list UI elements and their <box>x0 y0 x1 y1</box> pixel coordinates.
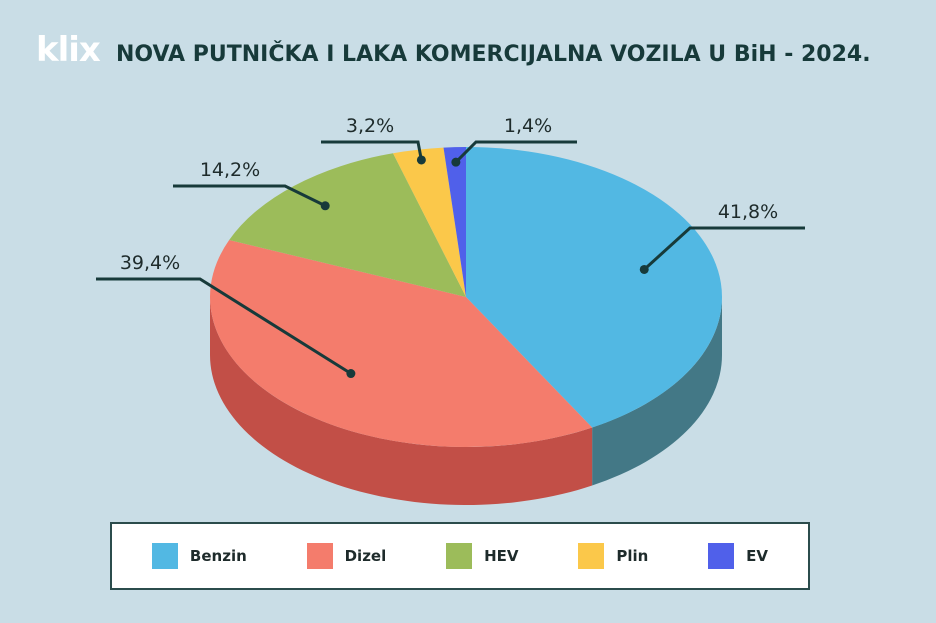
chart-title: NOVA PUTNIČKA I LAKA KOMERCIJALNA VOZILA… <box>116 42 871 67</box>
pie-side-dizel <box>210 297 593 505</box>
legend-item-ev: EV <box>708 543 768 569</box>
pie-slice-dizel <box>210 240 593 447</box>
legend-item-dizel: Dizel <box>306 543 387 569</box>
data-label-benzin: 41,8% <box>718 201 778 223</box>
leader-line-dizel <box>96 277 352 375</box>
chart-legend: Benzin Dizel HEV Plin EV <box>110 522 810 590</box>
leader-dot-hev <box>320 201 330 211</box>
leader-line-hev <box>173 184 326 208</box>
leader-line-ev <box>454 140 577 164</box>
leader-line-benzin <box>643 226 805 271</box>
leader-dot-benzin <box>639 264 649 274</box>
pie-slice-plin <box>393 147 466 297</box>
klix-logo: klix <box>36 30 101 70</box>
pie-side-benzin <box>592 297 722 486</box>
legend-label-ev: EV <box>746 547 769 565</box>
data-label-ev: 1,4% <box>504 115 552 137</box>
leader-line-plin <box>321 140 423 161</box>
legend-swatch-benzin <box>151 543 178 569</box>
legend-label-dizel: Dizel <box>344 547 387 565</box>
leader-dot-dizel <box>346 369 356 379</box>
legend-label-plin: Plin <box>616 547 649 565</box>
pie-chart: 41,8% 39,4% 14,2% 3,2% 1,4% <box>96 115 805 505</box>
legend-swatch-ev <box>708 543 735 569</box>
pie-slice-benzin <box>466 147 722 428</box>
legend-item-plin: Plin <box>578 543 648 569</box>
data-label-plin: 3,2% <box>346 115 394 137</box>
data-label-hev: 14,2% <box>200 159 260 181</box>
pie-slice-ev <box>443 147 466 297</box>
legend-label-hev: HEV <box>484 547 519 565</box>
leader-dot-ev <box>451 157 461 167</box>
legend-swatch-plin <box>578 543 605 569</box>
legend-item-benzin: Benzin <box>151 543 247 569</box>
legend-swatch-dizel <box>306 543 333 569</box>
leader-dot-plin <box>416 155 426 165</box>
data-label-dizel: 39,4% <box>120 252 180 274</box>
legend-item-hev: HEV <box>446 543 519 569</box>
legend-swatch-hev <box>446 543 473 569</box>
legend-label-benzin: Benzin <box>189 547 247 565</box>
